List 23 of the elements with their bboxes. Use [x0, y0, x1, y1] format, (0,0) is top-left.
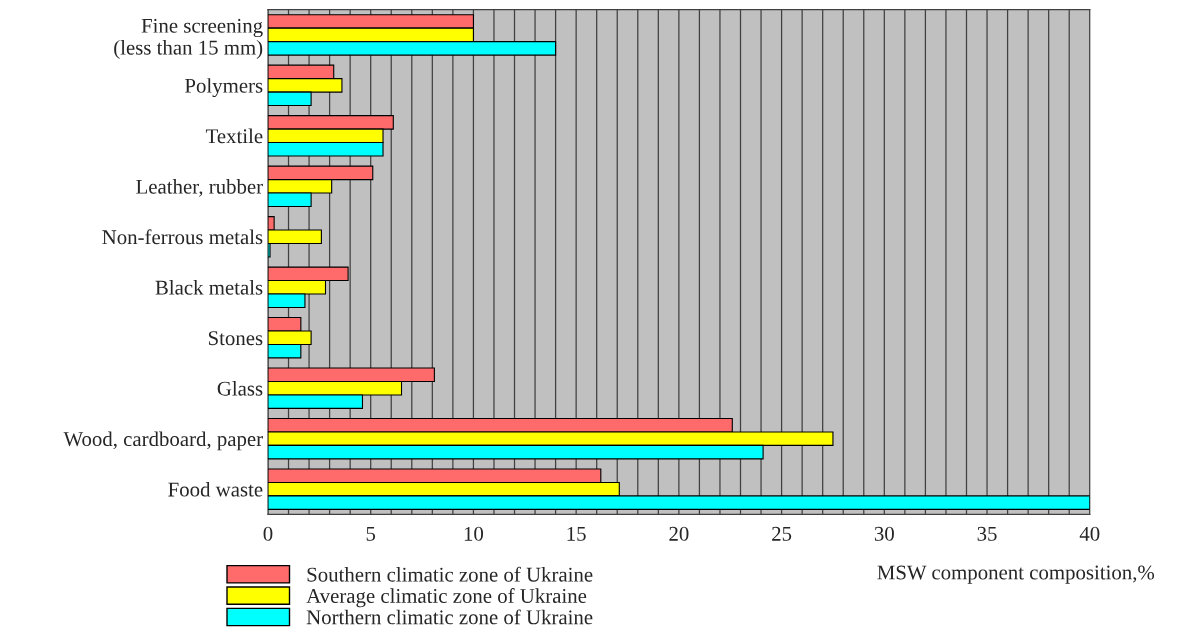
y-tick-label: Black metals [155, 280, 263, 295]
x-tick-label: 5 [366, 527, 376, 541]
x-tick-label: 30 [874, 526, 894, 541]
y-tick-label: Non-ferrous metals [102, 229, 263, 245]
legend-label: Southern climatic zone of Ukraine [307, 566, 593, 582]
x-tick-label: 10 [464, 526, 484, 541]
y-tick-label: Fine screening (less than 15 mm) [114, 18, 263, 59]
y-tick-label: Food waste [168, 481, 263, 497]
y-tick-label: Polymers [185, 78, 263, 98]
x-axis-title: MSW component composition,% [877, 565, 1155, 584]
y-tick-label: Textile [205, 128, 263, 144]
y-tick-label: Glass [217, 380, 263, 396]
x-tick-label: 15 [567, 526, 586, 541]
legend-label: Average climatic zone of Ukraine [306, 588, 587, 608]
y-tick-label: Stones [208, 331, 263, 346]
x-tick-label: 20 [669, 526, 689, 541]
x-tick-label: 25 [772, 526, 792, 541]
y-tick-label: Wood, cardboard, paper [63, 431, 263, 451]
x-tick-label: 40 [1079, 526, 1100, 541]
legend-label: Northern climatic zone of Ukraine [306, 609, 593, 625]
y-tick-label: Leather, rubber [136, 179, 263, 197]
x-tick-label: 0 [263, 526, 273, 541]
x-tick-label: 35 [977, 526, 997, 541]
